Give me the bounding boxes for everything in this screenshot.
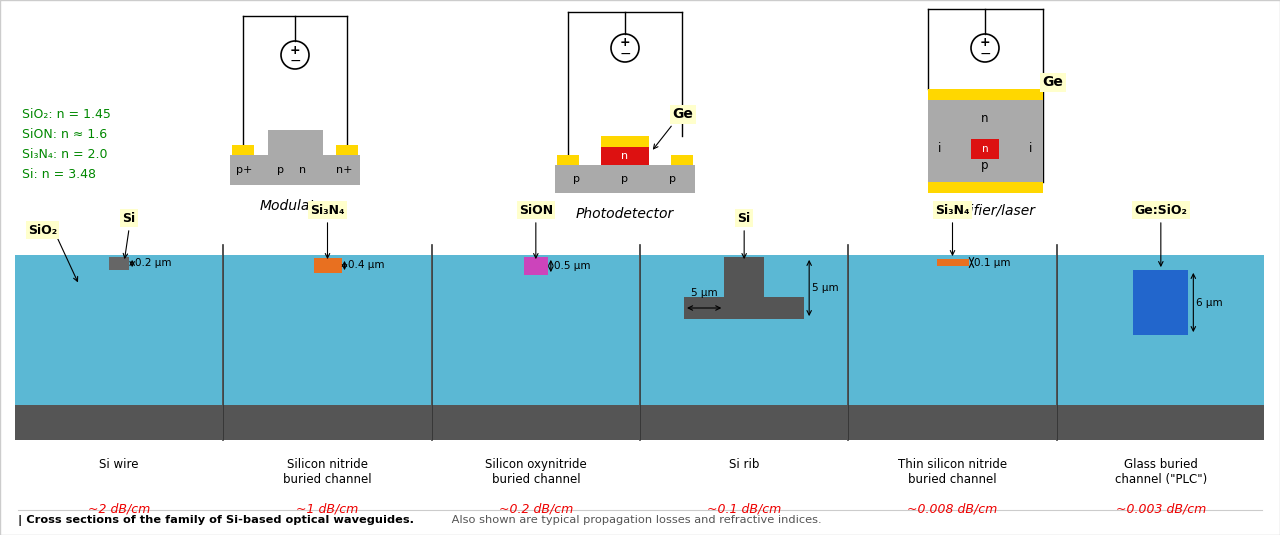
Text: 0.4 μm: 0.4 μm xyxy=(347,261,384,271)
Bar xyxy=(602,136,649,147)
Text: −: − xyxy=(979,47,991,61)
Text: Ge: Ge xyxy=(1043,75,1064,89)
Text: Si rib: Si rib xyxy=(730,458,759,471)
Text: +: + xyxy=(289,43,301,57)
Text: Amplifier/laser: Amplifier/laser xyxy=(934,204,1036,218)
Bar xyxy=(724,257,764,319)
Bar xyxy=(1057,405,1265,440)
Bar xyxy=(431,405,639,440)
Text: p: p xyxy=(276,165,283,175)
Text: Si wire: Si wire xyxy=(100,458,140,471)
Bar xyxy=(972,139,998,159)
Text: +: + xyxy=(620,36,630,50)
Text: Si₃N₄: Si₃N₄ xyxy=(310,203,344,217)
Text: Also shown are typical propagation losses and refractive indices.: Also shown are typical propagation losse… xyxy=(448,515,822,525)
Text: p: p xyxy=(622,174,628,184)
Bar xyxy=(1133,270,1188,335)
Text: ~2 dB/cm: ~2 dB/cm xyxy=(88,502,150,515)
Text: n+: n+ xyxy=(335,165,352,175)
Text: Modulator: Modulator xyxy=(260,199,330,213)
Bar xyxy=(671,155,692,165)
Text: 0.1 μm: 0.1 μm xyxy=(974,257,1011,268)
Text: n: n xyxy=(300,165,307,175)
Text: Ge: Ge xyxy=(672,107,694,121)
Text: ~0.2 dB/cm: ~0.2 dB/cm xyxy=(499,502,573,515)
Bar xyxy=(314,258,342,273)
Bar xyxy=(640,255,847,405)
Text: SiON: n ≈ 1.6: SiON: n ≈ 1.6 xyxy=(22,128,108,141)
Text: Photodetector: Photodetector xyxy=(576,207,675,221)
Bar xyxy=(849,255,1056,405)
Text: Si: Si xyxy=(737,211,751,225)
Text: n: n xyxy=(982,111,988,125)
Text: Silicon oxynitride
buried channel: Silicon oxynitride buried channel xyxy=(485,458,586,486)
Bar xyxy=(556,165,695,193)
Text: 0.2 μm: 0.2 μm xyxy=(136,258,172,269)
Bar xyxy=(15,255,223,405)
Bar xyxy=(928,100,1042,182)
Text: ~0.003 dB/cm: ~0.003 dB/cm xyxy=(1116,502,1206,515)
Text: ~0.1 dB/cm: ~0.1 dB/cm xyxy=(707,502,781,515)
Text: +: + xyxy=(979,36,991,50)
Text: ~1 dB/cm: ~1 dB/cm xyxy=(297,502,358,515)
Text: | Cross sections of the family of Si-based optical waveguides.: | Cross sections of the family of Si-bas… xyxy=(18,515,413,525)
Text: p: p xyxy=(669,174,677,184)
Bar xyxy=(849,405,1056,440)
Text: Silicon nitride
buried channel: Silicon nitride buried channel xyxy=(283,458,371,486)
Text: Thin silicon nitride
buried channel: Thin silicon nitride buried channel xyxy=(899,458,1007,486)
Bar xyxy=(602,147,649,165)
Text: SiON: SiON xyxy=(518,203,553,217)
Bar xyxy=(230,155,360,185)
Bar xyxy=(431,255,639,405)
Text: 0.5 μm: 0.5 μm xyxy=(554,261,590,271)
Bar xyxy=(937,259,969,266)
Bar xyxy=(928,182,1042,193)
Text: Si₃N₄: Si₃N₄ xyxy=(936,203,970,217)
Bar xyxy=(335,145,358,155)
Bar xyxy=(640,405,847,440)
Text: n: n xyxy=(982,144,988,154)
Bar xyxy=(232,145,253,155)
Bar xyxy=(557,155,579,165)
Text: SiO₂: n = 1.45: SiO₂: n = 1.45 xyxy=(22,109,111,121)
Bar xyxy=(685,297,804,319)
Text: p+: p+ xyxy=(236,165,252,175)
Text: Glass buried
channel ("PLC"): Glass buried channel ("PLC") xyxy=(1115,458,1207,486)
Text: 6 μm: 6 μm xyxy=(1197,297,1222,308)
Text: Ge:SiO₂: Ge:SiO₂ xyxy=(1134,203,1188,217)
Text: Si₃N₄: n = 2.0: Si₃N₄: n = 2.0 xyxy=(22,149,108,162)
Text: 5 μm: 5 μm xyxy=(813,283,838,293)
Bar xyxy=(223,405,430,440)
Text: ~0.008 dB/cm: ~0.008 dB/cm xyxy=(908,502,997,515)
Bar xyxy=(524,257,548,275)
Bar xyxy=(109,257,129,270)
Text: i: i xyxy=(938,142,941,156)
Text: −: − xyxy=(289,54,301,68)
Text: i: i xyxy=(1029,142,1032,156)
Bar xyxy=(268,130,323,155)
Text: −: − xyxy=(620,47,631,61)
Text: Si: n = 3.48: Si: n = 3.48 xyxy=(22,169,96,181)
Text: p: p xyxy=(982,159,988,172)
Text: 5 μm: 5 μm xyxy=(691,288,718,298)
Bar xyxy=(15,405,223,440)
Text: SiO₂: SiO₂ xyxy=(28,224,58,236)
Text: Si: Si xyxy=(123,211,136,225)
Bar xyxy=(928,89,1042,100)
Bar xyxy=(223,255,430,405)
Text: p: p xyxy=(573,174,581,184)
Text: n: n xyxy=(621,151,628,161)
Bar xyxy=(1057,255,1265,405)
